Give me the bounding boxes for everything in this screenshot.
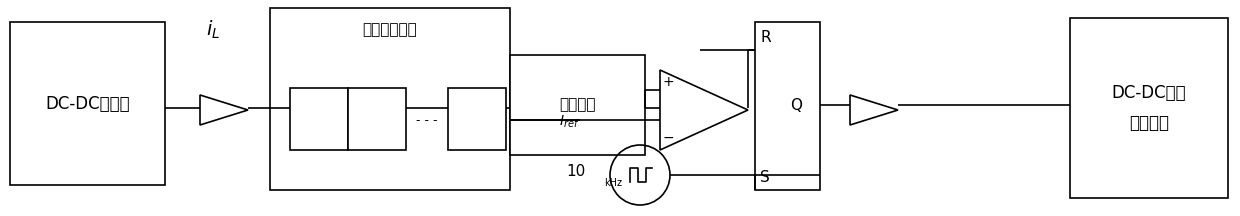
Text: DC-DC变换器: DC-DC变换器 — [45, 95, 130, 113]
Bar — [290, 88, 348, 150]
Text: −: − — [663, 131, 675, 145]
Bar — [10, 22, 165, 185]
Bar — [348, 88, 405, 150]
Bar — [755, 22, 820, 190]
Text: - - -: - - - — [417, 113, 438, 127]
Bar — [1070, 18, 1228, 198]
Text: 10: 10 — [567, 165, 587, 179]
Text: DC-DC变换
器开关管: DC-DC变换 器开关管 — [1112, 84, 1187, 132]
Bar — [270, 8, 510, 190]
Text: R: R — [760, 30, 770, 46]
Text: +: + — [663, 75, 675, 89]
Text: kHz: kHz — [604, 178, 622, 188]
Text: 模拟延时模块: 模拟延时模块 — [362, 22, 418, 38]
Text: $i_L$: $i_L$ — [206, 19, 219, 41]
Text: 增益模块: 增益模块 — [559, 97, 595, 113]
Text: S: S — [760, 170, 770, 186]
Text: $I_{ref}$: $I_{ref}$ — [559, 114, 580, 130]
Bar — [510, 55, 645, 155]
Bar — [448, 88, 506, 150]
Text: Q: Q — [790, 97, 802, 113]
